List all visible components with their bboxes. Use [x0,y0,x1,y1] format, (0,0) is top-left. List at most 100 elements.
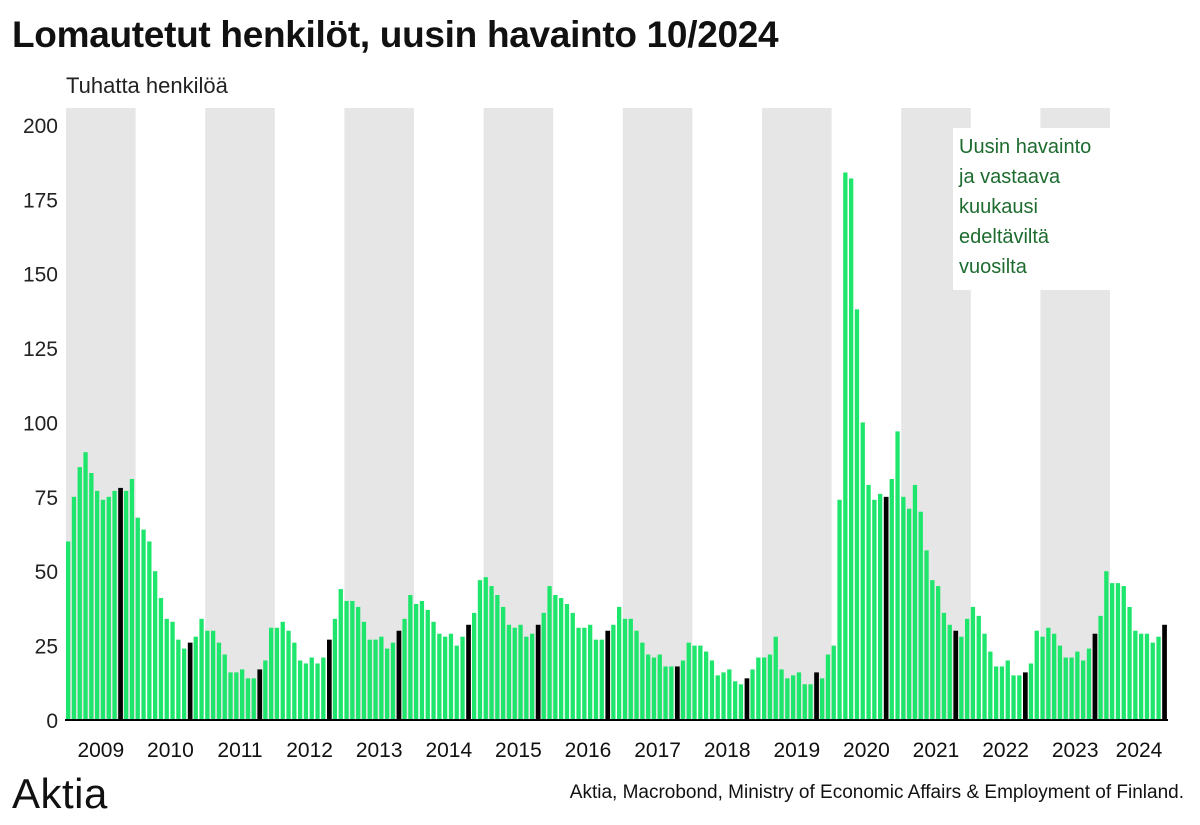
bar-2021-10 [953,630,959,720]
bar-2012-08 [315,663,320,720]
bar-2018-02 [698,645,703,720]
bar-2017-01 [622,618,628,720]
bar-2020-02 [837,499,842,720]
x-axis-ticks: 2009 2010 2011 2012 2013 2014 2015 2016 2017 2018… [77,739,1162,762]
bar-2011-01 [205,630,210,720]
bar-2009-03 [77,467,82,720]
bar-2010-05 [158,598,164,720]
bar-2023-12 [1104,571,1109,720]
x-tick-2024: 2024 [1116,739,1163,762]
bar-2014-07 [448,633,454,720]
bar-2022-07 [1005,660,1010,720]
bar-2017-07 [657,654,662,720]
bar-2024-10 [1162,624,1167,720]
bar-2023-07 [1075,651,1080,720]
bar-2023-09 [1086,648,1092,720]
bar-2018-12 [756,657,761,720]
bar-2011-07 [240,669,245,720]
bar-2019-02 [767,654,773,720]
bar-2010-12 [199,618,204,720]
bar-2019-03 [773,636,778,720]
bar-series [66,172,1167,721]
bar-2012-05 [298,660,303,720]
x-tick-2010: 2010 [147,739,194,762]
year-band-2017 [622,108,693,720]
y-tick-150: 150 [23,264,58,287]
x-tick-2023: 2023 [1052,739,1099,762]
x-tick-2018: 2018 [704,739,751,762]
bar-2016-04 [570,612,575,720]
bar-2011-06 [234,672,239,720]
bar-2022-09 [1017,675,1022,720]
bar-2020-07 [866,484,871,720]
bar-2020-06 [860,422,865,720]
bar-2012-07 [309,657,314,720]
bar-2020-04 [849,178,854,720]
bar-2024-04 [1127,606,1132,720]
bar-2016-06 [582,627,587,720]
bar-2016-05 [576,627,581,720]
bar-2017-06 [651,657,657,720]
bar-2022-05 [994,666,999,720]
bar-2019-07 [796,672,802,720]
bar-2020-05 [854,309,860,720]
bar-2022-08 [1011,675,1016,720]
bar-2023-02 [1046,627,1051,720]
bar-2014-09 [460,636,465,720]
bar-2017-12 [686,642,691,720]
bar-2018-01 [692,645,697,720]
bar-2014-12 [477,580,483,720]
bar-2022-03 [982,633,987,720]
bar-2019-04 [779,669,784,720]
y-tick-175: 175 [23,189,58,212]
bar-2024-05 [1133,630,1138,720]
x-tick-2011: 2011 [217,739,262,762]
bar-2014-04 [431,621,436,720]
x-tick-2017: 2017 [634,739,681,762]
bar-2011-10 [257,669,263,720]
bar-2021-12 [965,618,970,720]
bar-2009-02 [71,496,77,720]
bar-2015-04 [501,606,506,720]
bar-2017-02 [628,618,633,720]
bar-2014-05 [437,633,442,720]
y-tick-200: 200 [23,115,58,138]
bar-2013-07 [379,636,384,720]
bar-2010-09 [182,648,187,720]
bar-2021-06 [930,580,935,720]
bar-2020-03 [843,172,848,721]
bar-2022-11 [1028,663,1034,720]
x-tick-2021: 2021 [913,739,960,762]
bar-2009-09 [112,490,117,720]
bar-2012-01 [274,627,280,720]
bar-2015-10 [535,624,541,720]
bar-2014-11 [472,612,477,720]
bar-2015-08 [524,636,529,720]
chart-annotation: Uusin havainto ja vastaava kuukausi edel… [953,128,1115,290]
bar-2009-05 [89,473,94,720]
bar-2017-11 [680,660,686,720]
bar-2011-11 [263,660,268,720]
bar-2013-11 [402,618,407,720]
bar-2010-08 [176,639,181,720]
bar-2022-02 [976,615,981,720]
bar-2012-10 [327,639,332,720]
bar-2015-05 [506,624,512,720]
bar-2024-01 [1110,583,1115,720]
x-tick-2020: 2020 [843,739,890,762]
bar-2013-03 [356,606,361,720]
bar-2023-05 [1063,657,1068,720]
bar-2024-08 [1150,642,1155,720]
aktia-logo: Aktia [12,770,108,817]
bar-2022-12 [1034,630,1039,720]
bar-2017-04 [640,642,645,720]
bar-2021-02 [907,508,912,720]
bar-2016-11 [611,624,616,720]
bar-2015-06 [512,627,517,720]
bar-2013-02 [350,600,355,720]
bar-2014-06 [443,636,448,720]
y-tick-75: 75 [35,487,58,510]
bar-2009-04 [83,452,88,720]
bar-2014-02 [419,600,425,720]
bar-2013-08 [385,648,390,720]
